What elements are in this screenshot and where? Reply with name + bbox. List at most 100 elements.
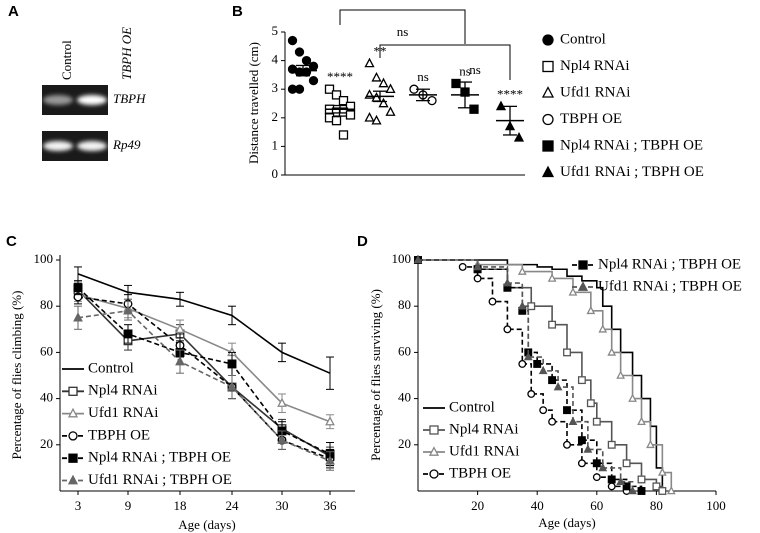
marker [577, 459, 586, 468]
marker [175, 356, 185, 366]
marker [123, 329, 133, 339]
marker [331, 90, 342, 100]
marker [607, 440, 616, 449]
marker [583, 444, 593, 453]
marker [616, 476, 626, 486]
marker [428, 446, 440, 456]
marker [568, 287, 578, 296]
band-label: TBPH [113, 91, 146, 106]
marker [175, 323, 185, 333]
marker [513, 132, 525, 142]
marker [592, 459, 601, 468]
marker [547, 273, 557, 282]
marker [622, 459, 631, 468]
marker [548, 376, 557, 385]
marker [666, 485, 676, 495]
marker [637, 487, 646, 495]
marker [503, 325, 512, 334]
marker [301, 55, 312, 66]
series-line [418, 259, 634, 491]
y-tick-label: 60 [40, 343, 53, 358]
series-line [77, 296, 331, 460]
marker [598, 324, 608, 333]
y-tick-label: 4 [272, 52, 279, 67]
marker [458, 262, 467, 271]
marker [518, 360, 527, 368]
y-axis-label: Distance travelled (cm) [246, 42, 261, 164]
marker [542, 113, 554, 126]
marker [301, 67, 312, 77]
annotation: **** [497, 86, 523, 101]
marker [308, 75, 319, 86]
series-line [418, 259, 664, 491]
y-tick-label: 1 [272, 137, 279, 152]
y-tick-label: 100 [392, 251, 412, 266]
panel-label: B [232, 3, 243, 20]
marker [657, 467, 667, 476]
marker [541, 86, 555, 98]
marker [429, 469, 439, 479]
y-tick-label: 0 [272, 166, 279, 181]
y-tick-label: 20 [40, 436, 53, 451]
panel-label: D [357, 233, 368, 250]
marker [568, 416, 578, 425]
marker [607, 347, 617, 356]
panel-label: A [8, 3, 19, 20]
marker [123, 305, 133, 315]
series-line [418, 259, 628, 491]
series-line [77, 289, 331, 458]
y-tick-label: 5 [272, 23, 279, 38]
y-tick-label: 40 [40, 390, 53, 405]
legend-label: Npl4 RNAi [88, 383, 158, 399]
bracket-label: ns [469, 62, 481, 77]
marker [277, 397, 287, 407]
legend-label: Ufd1 RNAi [449, 443, 519, 459]
y-axis-label: Percentage of flies surviving (%) [368, 289, 383, 461]
legend-label: TBPH OE [449, 465, 511, 481]
marker [533, 359, 542, 368]
series-line [418, 259, 664, 491]
bracket [379, 44, 511, 80]
legend-label: Ufd1 RNAi [560, 84, 630, 100]
annotation: ns [459, 63, 471, 78]
legend-label: Ufd1 RNAi ; TBPH OE [88, 472, 232, 488]
marker [577, 376, 586, 385]
y-tick-label: 40 [398, 390, 411, 405]
lane-label: Control [59, 40, 74, 80]
marker [429, 425, 439, 435]
marker [542, 140, 554, 152]
marker [592, 417, 601, 426]
x-tick-label: 9 [125, 498, 132, 513]
panel-label: C [6, 233, 17, 250]
marker [586, 305, 596, 315]
marker [67, 474, 79, 485]
legend-label: Ufd1 RNAi ; TBPH OE [560, 164, 704, 180]
annotation: **** [327, 69, 353, 84]
legend-label: Control [560, 31, 606, 47]
marker [73, 283, 83, 293]
marker [385, 83, 396, 94]
marker [577, 281, 589, 291]
marker [542, 34, 554, 46]
marker [652, 482, 661, 491]
y-axis-label: Percentage of flies climbing (%) [9, 291, 24, 460]
marker [541, 165, 555, 178]
marker [473, 274, 482, 283]
marker [598, 462, 608, 472]
marker [578, 260, 588, 270]
marker [473, 261, 482, 271]
marker [413, 254, 423, 264]
x-tick-label: 36 [324, 498, 338, 513]
marker [371, 114, 382, 125]
marker [527, 390, 536, 398]
marker [73, 312, 83, 322]
marker [227, 359, 237, 369]
x-tick-label: 24 [226, 498, 240, 513]
marker [325, 455, 335, 465]
marker [488, 297, 497, 306]
marker [469, 104, 479, 114]
marker [628, 485, 637, 495]
marker [592, 473, 601, 482]
marker [294, 47, 305, 57]
